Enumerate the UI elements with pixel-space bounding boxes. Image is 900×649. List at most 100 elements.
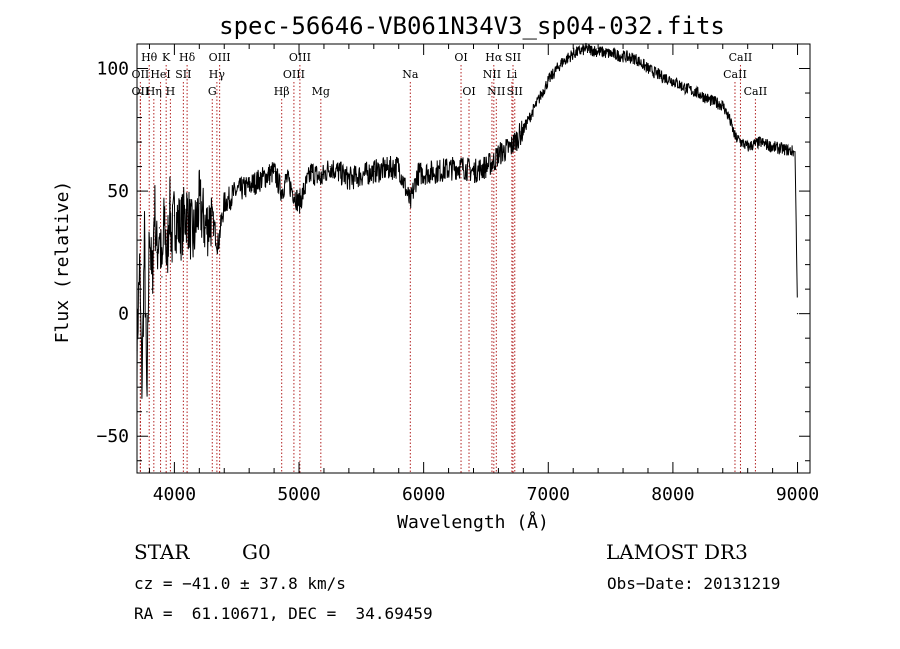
- line-label-16: Li: [506, 68, 517, 81]
- data-point-6: [151, 288, 153, 290]
- line-label-11: SII: [175, 68, 191, 81]
- data-point-26: [261, 178, 263, 180]
- data-point-56: [647, 67, 649, 70]
- series-flux-line: [136, 42, 798, 399]
- data-point-43: [493, 161, 495, 163]
- data-point-37: [409, 202, 411, 204]
- data-point-64: [734, 136, 736, 138]
- x-tick-label-2: 6000: [402, 484, 445, 505]
- line-label-8: CaII: [729, 51, 753, 64]
- x-tick-label-0: 4000: [153, 484, 196, 505]
- data-point-54: [622, 55, 624, 57]
- data-point-70: [794, 151, 796, 153]
- line-label-1: K: [162, 51, 171, 64]
- x-tick-label-5: 9000: [776, 484, 819, 505]
- data-point-23: [223, 202, 225, 204]
- data-point-52: [597, 50, 599, 52]
- data-point-40: [460, 165, 462, 168]
- data-point-48: [547, 80, 549, 82]
- data-point-42: [485, 165, 487, 168]
- data-point-20: [204, 227, 207, 229]
- data-point-18: [192, 239, 194, 241]
- data-point-51: [585, 48, 587, 50]
- data-point-21: [211, 215, 213, 217]
- line-label-24: OI: [462, 85, 475, 98]
- data-point-8: [156, 251, 158, 253]
- data-point-71: [796, 313, 799, 315]
- data-point-41: [472, 170, 475, 173]
- line-label-4: OIII: [289, 51, 311, 64]
- x-tick-label-1: 5000: [277, 484, 320, 505]
- line-label-10: HeI: [150, 68, 170, 81]
- data-point-16: [180, 227, 182, 229]
- object-class: STAR: [134, 540, 190, 564]
- data-point-17: [186, 210, 188, 212]
- data-point-31: [310, 170, 313, 173]
- ticks-layer: 4000 5000 6000 7000 8000 9000 −50 0 50 100: [96, 43, 819, 505]
- data-point-44: [497, 153, 500, 155]
- data-point-63: [728, 116, 730, 119]
- data-point-30: [298, 202, 300, 204]
- line-label-18: OII: [132, 85, 150, 98]
- data-point-29: [285, 178, 288, 180]
- line-label-22: Hβ: [274, 85, 290, 98]
- data-point-27: [273, 170, 275, 173]
- data-point-62: [722, 104, 724, 106]
- data-point-11: [163, 215, 166, 217]
- data-point-46: [522, 129, 524, 131]
- object-subclass: G0: [242, 540, 271, 564]
- line-label-9: OII: [132, 68, 150, 81]
- data-point-65: [740, 141, 743, 143]
- data-point-34: [348, 178, 350, 180]
- line-label-17: CaII: [723, 68, 747, 81]
- data-point-55: [634, 58, 637, 60]
- y-axis-label: Flux (relative): [52, 181, 73, 344]
- data-point-50: [572, 53, 574, 55]
- y-tick-label-3: 100: [96, 59, 129, 80]
- data-point-53: [609, 53, 612, 55]
- data-point-14: [171, 239, 173, 241]
- data-point-12: [166, 264, 168, 266]
- line-label-26: SII: [507, 85, 523, 98]
- line-label-0: Hθ: [141, 51, 158, 64]
- chart-title: spec-56646-VB061N34V3_sp04-032.fits: [219, 12, 725, 40]
- data-point-66: [747, 146, 749, 148]
- data-point-38: [416, 173, 419, 175]
- data-point-10: [161, 276, 163, 278]
- data-point-45: [510, 146, 512, 148]
- data-point-22: [217, 244, 219, 246]
- line-label-27: CaII: [744, 85, 768, 98]
- line-label-7: SII: [505, 51, 521, 64]
- data-point-60: [697, 92, 699, 94]
- line-label-19: Hη: [146, 85, 162, 98]
- data-point-69: [784, 148, 786, 151]
- y-tick-label-2: 50: [107, 181, 129, 202]
- line-label-14: Na: [402, 68, 419, 81]
- data-point-67: [759, 141, 761, 143]
- line-label-2: Hδ: [179, 51, 196, 64]
- line-label-25: NII: [487, 85, 505, 98]
- data-point-47: [535, 104, 537, 106]
- data-point-59: [684, 87, 686, 89]
- data-point-36: [398, 165, 400, 168]
- y-tick-label-1: 0: [118, 304, 129, 325]
- data-point-24: [236, 190, 238, 192]
- data-point-39: [435, 170, 437, 173]
- data-point-15: [173, 215, 175, 217]
- y-tick-label-0: −50: [96, 426, 129, 447]
- plot-frame: [136, 43, 811, 474]
- ra-dec: RA = 61.10671, DEC = 34.69459: [134, 604, 433, 623]
- line-label-23: Mg: [312, 85, 330, 98]
- x-axis-label: Wavelength (Å): [397, 511, 549, 533]
- redshift-cz: cz = −41.0 ± 37.8 km/s: [134, 574, 346, 593]
- data-point-33: [329, 165, 331, 168]
- data-point-19: [198, 202, 200, 204]
- line-label-12: Hγ: [209, 68, 226, 81]
- line-label-3: OIII: [209, 51, 231, 64]
- data-point-5: [148, 215, 151, 217]
- data-point-13: [168, 202, 171, 204]
- data-point-68: [772, 146, 774, 148]
- x-tick-label-3: 7000: [527, 484, 570, 505]
